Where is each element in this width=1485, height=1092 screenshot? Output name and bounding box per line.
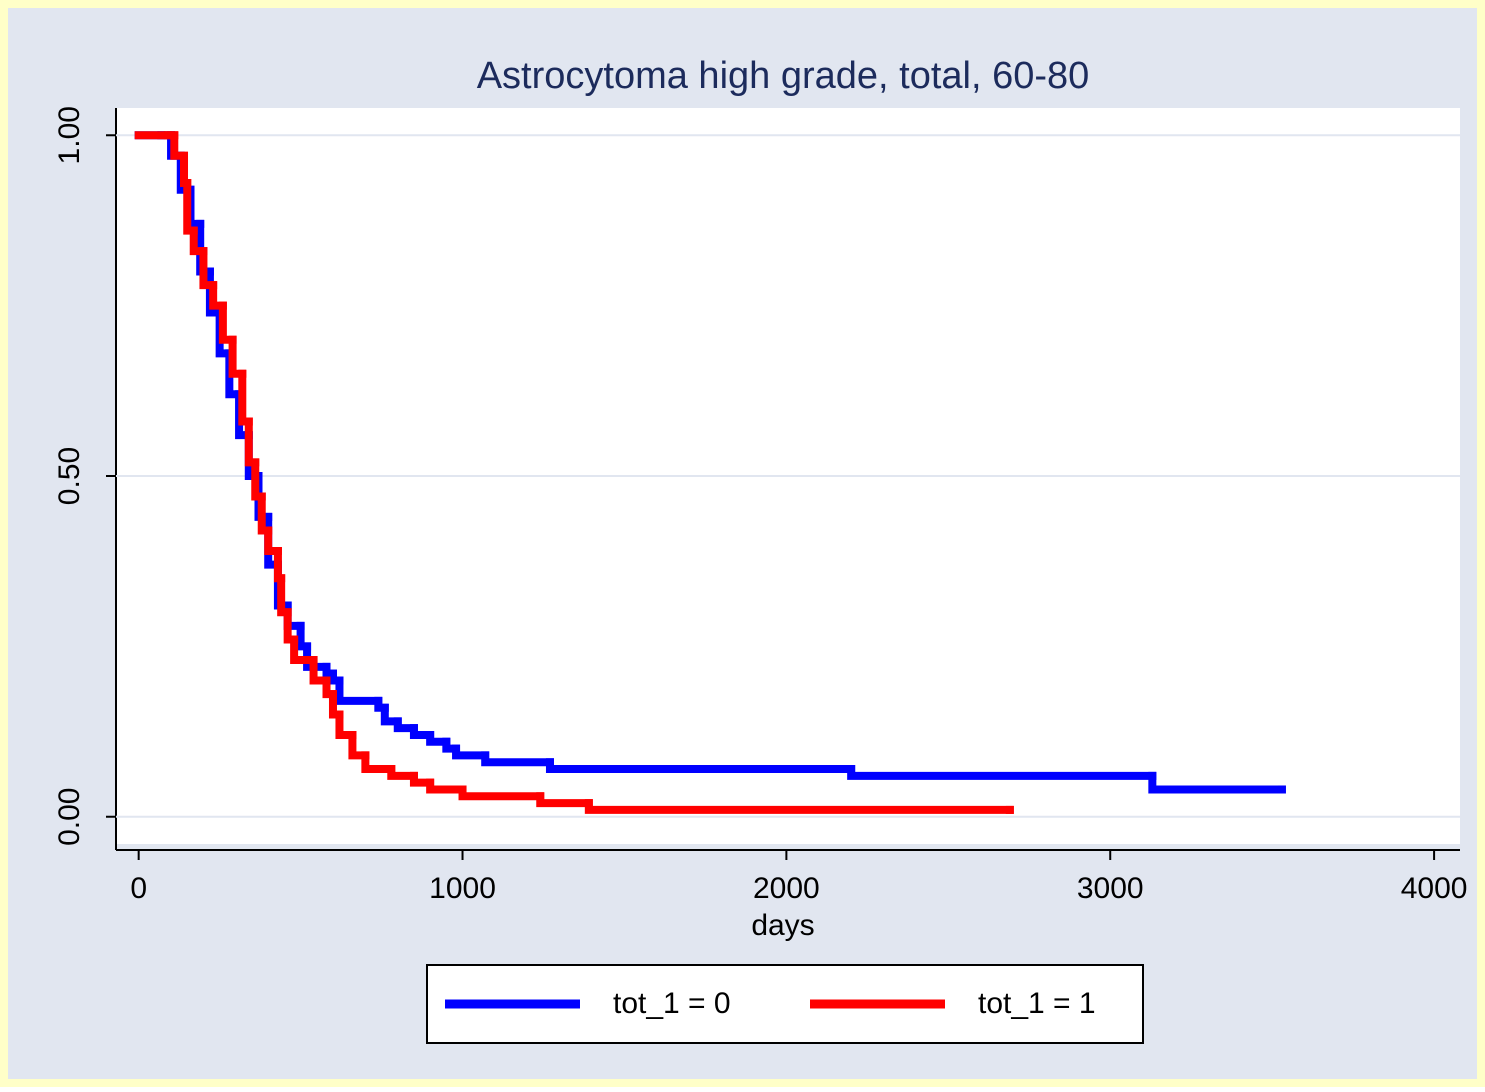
x-tick-label: 1000 [429,872,496,905]
step-segment [452,744,490,760]
step-segment [309,656,331,685]
step-segment [303,642,331,671]
step-segment [380,703,402,726]
step-segment [180,151,192,187]
y-tick-label: 0.50 [53,447,86,505]
step-segment [393,717,418,733]
step-segment [545,758,856,774]
step-segment [584,799,1014,814]
step-segment [387,765,418,780]
step-segment [847,765,1157,780]
x-tick-label: 4000 [1401,872,1468,905]
step-segment [290,635,318,664]
y-tick-label: 1.00 [53,106,86,164]
y-tick-label: 0.00 [53,788,86,846]
x-tick-label: 0 [130,872,147,905]
x-tick-label: 2000 [753,872,820,905]
x-axis-label: days [751,909,814,942]
step-segment [426,778,467,794]
step-segment [348,730,370,760]
step-segment [426,730,451,746]
step-segment [481,751,554,767]
step-segment [536,792,593,808]
step-segment [273,546,286,583]
step-segment [409,724,435,739]
step-segment [409,771,435,787]
x-tick-label: 3000 [1077,872,1144,905]
step-segment [361,751,396,774]
step-segment [335,710,357,739]
legend-label: tot_1 = 1 [978,987,1096,1020]
step-segment [1148,771,1286,794]
legend-label: tot_1 = 0 [613,987,731,1020]
chart-title: Astrocytoma high grade, total, 60-80 [477,55,1090,97]
step-segment [458,785,545,801]
step-segment [335,676,383,705]
